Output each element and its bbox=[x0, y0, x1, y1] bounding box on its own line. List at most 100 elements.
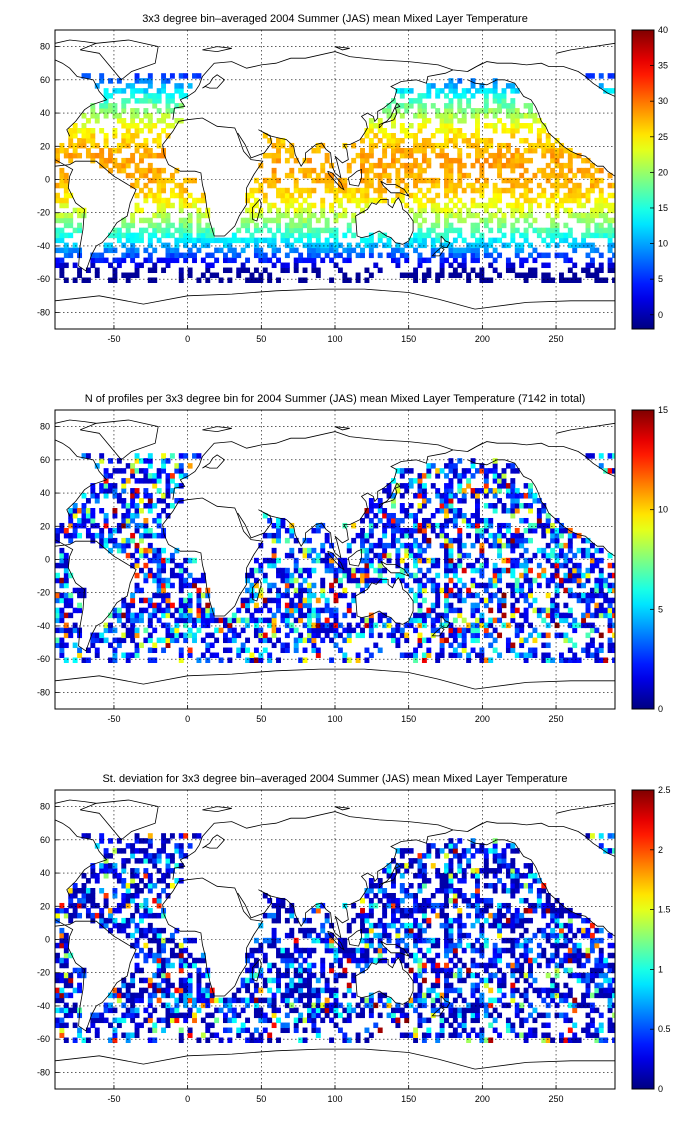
data-cell bbox=[528, 253, 533, 258]
data-cell bbox=[55, 628, 60, 633]
data-cell bbox=[294, 578, 299, 583]
data-cell bbox=[174, 498, 179, 503]
data-cell bbox=[479, 243, 484, 248]
data-cell bbox=[391, 153, 396, 158]
data-cell bbox=[263, 558, 268, 563]
data-cell bbox=[245, 193, 250, 198]
data-cell bbox=[537, 563, 542, 568]
data-cell bbox=[126, 523, 131, 528]
data-cell bbox=[166, 458, 171, 463]
data-cell bbox=[568, 578, 573, 583]
data-cell bbox=[448, 98, 453, 103]
data-cell bbox=[457, 118, 462, 123]
data-cell bbox=[329, 188, 334, 193]
data-cell bbox=[166, 623, 171, 628]
data-cell bbox=[418, 128, 423, 133]
data-cell bbox=[59, 143, 64, 148]
data-cell bbox=[568, 608, 573, 613]
data-cell bbox=[364, 618, 369, 623]
data-cell bbox=[453, 193, 458, 198]
data-cell bbox=[303, 613, 308, 618]
data-cell bbox=[599, 168, 604, 173]
data-cell bbox=[307, 223, 312, 228]
data-cell bbox=[462, 598, 467, 603]
data-cell bbox=[475, 468, 480, 473]
data-cell bbox=[479, 278, 484, 283]
data-cell bbox=[387, 113, 392, 118]
data-cell bbox=[448, 468, 453, 473]
data-cell bbox=[356, 203, 361, 208]
data-cell bbox=[121, 878, 126, 883]
data-cell bbox=[347, 188, 352, 193]
data-cell bbox=[68, 613, 73, 618]
data-cell bbox=[510, 643, 515, 648]
data-cell bbox=[338, 1013, 343, 1018]
data-cell bbox=[568, 158, 573, 163]
data-cell bbox=[395, 248, 400, 253]
data-cell bbox=[550, 608, 555, 613]
data-cell bbox=[272, 538, 277, 543]
data-cell bbox=[431, 103, 436, 108]
data-cell bbox=[537, 133, 542, 138]
data-cell bbox=[258, 188, 263, 193]
data-cell bbox=[475, 608, 480, 613]
data-cell bbox=[272, 548, 277, 553]
data-cell bbox=[294, 188, 299, 193]
data-cell bbox=[188, 633, 193, 638]
data-cell bbox=[135, 528, 140, 533]
data-cell bbox=[126, 503, 131, 508]
data-cell bbox=[453, 138, 458, 143]
data-cell bbox=[170, 833, 175, 838]
data-cell bbox=[201, 1018, 206, 1023]
data-cell bbox=[263, 258, 268, 263]
data-cell bbox=[488, 633, 493, 638]
data-cell bbox=[493, 98, 498, 103]
data-cell bbox=[581, 268, 586, 273]
data-cell bbox=[400, 128, 405, 133]
data-cell bbox=[555, 603, 560, 608]
data-cell bbox=[541, 193, 546, 198]
data-cell bbox=[130, 513, 135, 518]
data-cell bbox=[188, 223, 193, 228]
data-cell bbox=[510, 223, 515, 228]
data-cell bbox=[515, 588, 520, 593]
data-cell bbox=[528, 578, 533, 583]
data-cell bbox=[161, 493, 166, 498]
data-cell bbox=[307, 238, 312, 243]
data-cell bbox=[130, 118, 135, 123]
data-cell bbox=[444, 498, 449, 503]
data-cell bbox=[298, 548, 303, 553]
data-cell bbox=[258, 568, 263, 573]
data-cell bbox=[519, 203, 524, 208]
data-cell bbox=[68, 628, 73, 633]
data-cell bbox=[497, 653, 502, 658]
data-cell bbox=[448, 578, 453, 583]
data-cell bbox=[174, 618, 179, 623]
data-cell bbox=[519, 638, 524, 643]
data-cell bbox=[170, 628, 175, 633]
data-cell bbox=[236, 618, 241, 623]
data-cell bbox=[364, 943, 369, 948]
data-cell bbox=[497, 588, 502, 593]
data-cell bbox=[484, 248, 489, 253]
data-cell bbox=[418, 203, 423, 208]
data-cell bbox=[418, 263, 423, 268]
data-cell bbox=[143, 988, 148, 993]
data-cell bbox=[479, 148, 484, 153]
data-cell bbox=[435, 218, 440, 223]
data-cell bbox=[139, 478, 144, 483]
data-cell bbox=[143, 563, 148, 568]
data-cell bbox=[196, 1038, 201, 1043]
data-cell bbox=[325, 978, 330, 983]
data-cell bbox=[484, 208, 489, 213]
data-cell bbox=[298, 208, 303, 213]
data-cell bbox=[139, 523, 144, 528]
data-cell bbox=[139, 978, 144, 983]
data-cell bbox=[205, 648, 210, 653]
data-cell bbox=[541, 168, 546, 173]
data-cell bbox=[347, 278, 352, 283]
data-cell bbox=[541, 608, 546, 613]
data-cell bbox=[196, 593, 201, 598]
data-cell bbox=[550, 523, 555, 528]
data-cell bbox=[157, 603, 162, 608]
